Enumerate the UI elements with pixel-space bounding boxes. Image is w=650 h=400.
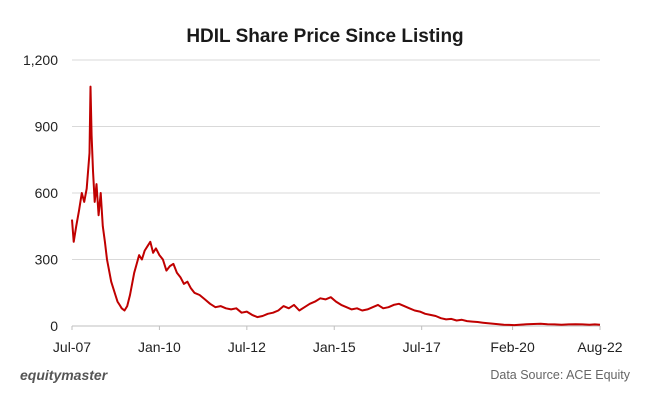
y-tick-label: 1,200	[23, 52, 58, 68]
x-tick-label: Jul-12	[228, 339, 266, 355]
chart-title: HDIL Share Price Since Listing	[186, 26, 463, 47]
x-tick-label: Jul-17	[403, 339, 441, 355]
y-tick-label: 300	[35, 252, 59, 268]
x-tick-label: Jan-15	[313, 339, 356, 355]
data-source: Data Source: ACE Equity	[490, 368, 630, 382]
x-tick-labels: Jul-07 Jan-10 Jul-12 Jan-15 Jul-17 Feb-20 Aug-…	[53, 326, 623, 355]
y-tick-label: 900	[35, 119, 59, 135]
y-tick-label: 0	[50, 318, 58, 334]
price-series-line	[71, 85, 601, 327]
x-tick-label: Jul-07	[53, 339, 91, 355]
x-tick-label: Aug-22	[577, 339, 622, 355]
x-tick-label: Jan-10	[138, 339, 181, 355]
series-group	[71, 85, 601, 327]
y-grid-lines	[72, 59, 600, 260]
brand-logo: equitymaster	[20, 367, 108, 383]
x-tick-label: Feb-20	[490, 339, 535, 355]
y-tick-label: 600	[35, 185, 59, 201]
y-tick-labels: 0 300 600 900 1,200	[23, 52, 58, 334]
